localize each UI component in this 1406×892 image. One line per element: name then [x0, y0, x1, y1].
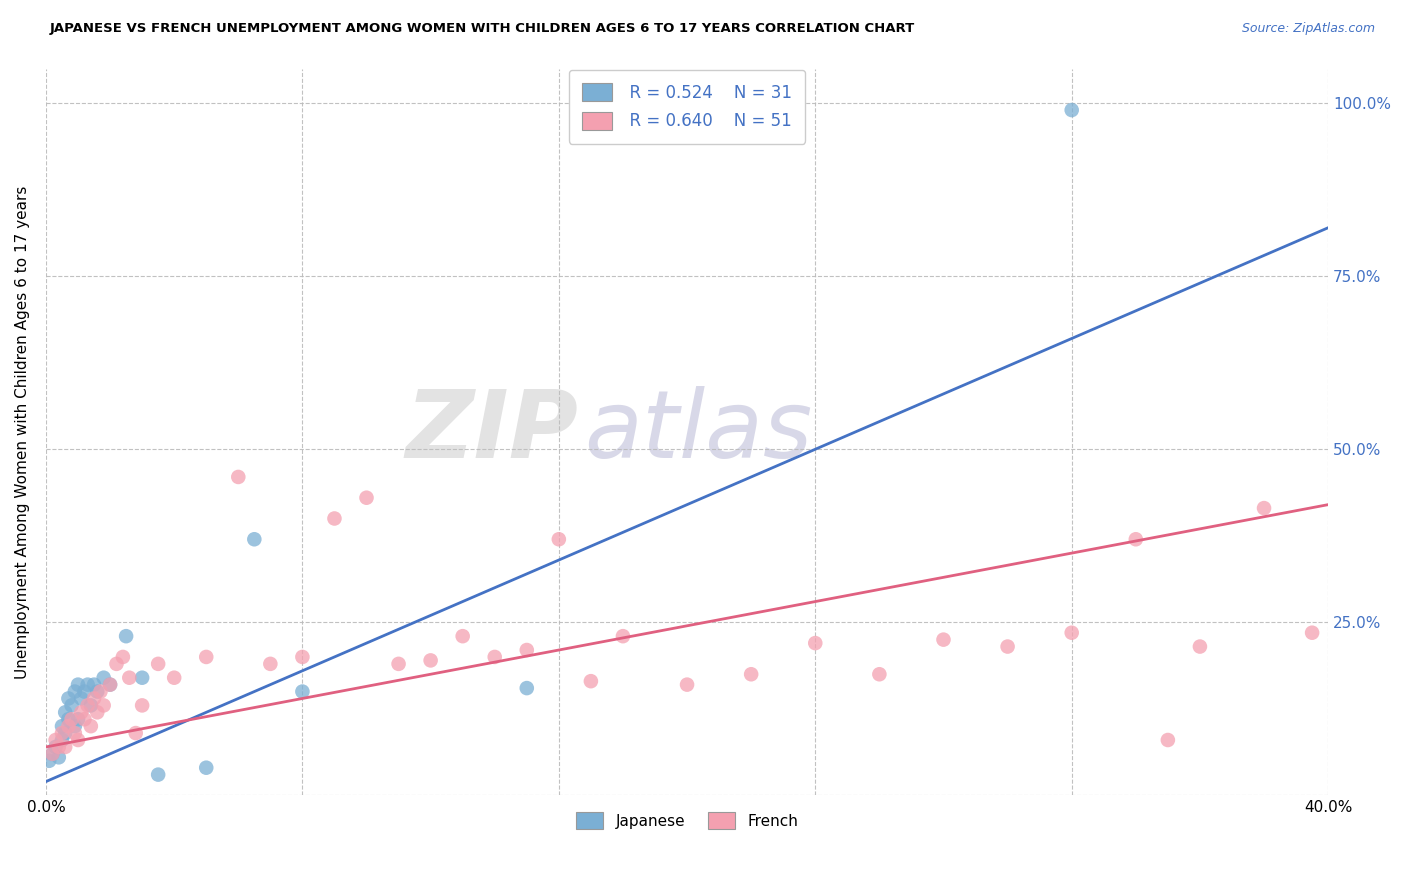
Point	[60, 712, 83, 726]
Point	[195, 649, 218, 664]
Point	[111, 649, 134, 664]
Point	[356, 491, 378, 505]
Point	[1188, 640, 1211, 654]
Point	[45, 733, 67, 747]
Legend: Japanese, French: Japanese, French	[569, 806, 804, 835]
Point	[63, 719, 86, 733]
Point	[163, 671, 186, 685]
Point	[51, 733, 73, 747]
Point	[484, 649, 506, 664]
Y-axis label: Unemployment Among Women with Children Ages 6 to 17 years: Unemployment Among Women with Children A…	[15, 186, 30, 679]
Point	[45, 739, 67, 754]
Point	[1157, 733, 1180, 747]
Point	[1253, 501, 1275, 516]
Point	[547, 533, 569, 547]
Point	[125, 726, 148, 740]
Point	[1060, 103, 1083, 117]
Point	[804, 636, 827, 650]
Point	[41, 747, 63, 761]
Point	[516, 681, 538, 695]
Text: ZIP: ZIP	[405, 386, 578, 478]
Point	[932, 632, 955, 647]
Point	[146, 657, 169, 671]
Point	[146, 767, 169, 781]
Point	[676, 678, 699, 692]
Point	[66, 678, 89, 692]
Point	[291, 649, 314, 664]
Point	[83, 678, 105, 692]
Point	[93, 671, 115, 685]
Point	[1060, 625, 1083, 640]
Point	[66, 733, 89, 747]
Point	[1125, 533, 1147, 547]
Point	[38, 754, 60, 768]
Point	[51, 726, 73, 740]
Text: JAPANESE VS FRENCH UNEMPLOYMENT AMONG WOMEN WITH CHILDREN AGES 6 TO 17 YEARS COR: JAPANESE VS FRENCH UNEMPLOYMENT AMONG WO…	[49, 22, 914, 36]
Point	[73, 684, 96, 698]
Point	[80, 719, 103, 733]
Point	[89, 684, 111, 698]
Point	[76, 698, 98, 713]
Point	[226, 470, 249, 484]
Point	[259, 657, 281, 671]
Point	[98, 678, 121, 692]
Point	[868, 667, 890, 681]
Text: Source: ZipAtlas.com: Source: ZipAtlas.com	[1241, 22, 1375, 36]
Point	[58, 691, 80, 706]
Point	[48, 750, 70, 764]
Point	[51, 719, 73, 733]
Point	[86, 684, 108, 698]
Point	[76, 678, 98, 692]
Point	[291, 684, 314, 698]
Point	[131, 671, 153, 685]
Point	[612, 629, 634, 643]
Point	[53, 726, 76, 740]
Point	[387, 657, 409, 671]
Point	[105, 657, 128, 671]
Point	[93, 698, 115, 713]
Point	[516, 643, 538, 657]
Point	[451, 629, 474, 643]
Point	[73, 712, 96, 726]
Point	[80, 698, 103, 713]
Point	[41, 747, 63, 761]
Point	[1301, 625, 1323, 640]
Point	[53, 739, 76, 754]
Point	[58, 712, 80, 726]
Point	[70, 691, 93, 706]
Point	[66, 712, 89, 726]
Text: atlas: atlas	[585, 386, 813, 477]
Point	[579, 674, 602, 689]
Point	[83, 691, 105, 706]
Point	[63, 684, 86, 698]
Point	[118, 671, 141, 685]
Point	[997, 640, 1019, 654]
Point	[70, 706, 93, 720]
Point	[60, 698, 83, 713]
Point	[740, 667, 762, 681]
Point	[195, 761, 218, 775]
Point	[243, 533, 266, 547]
Point	[115, 629, 138, 643]
Point	[323, 511, 346, 525]
Point	[86, 706, 108, 720]
Point	[131, 698, 153, 713]
Point	[53, 706, 76, 720]
Point	[58, 719, 80, 733]
Point	[419, 653, 441, 667]
Point	[98, 678, 121, 692]
Point	[48, 739, 70, 754]
Point	[63, 726, 86, 740]
